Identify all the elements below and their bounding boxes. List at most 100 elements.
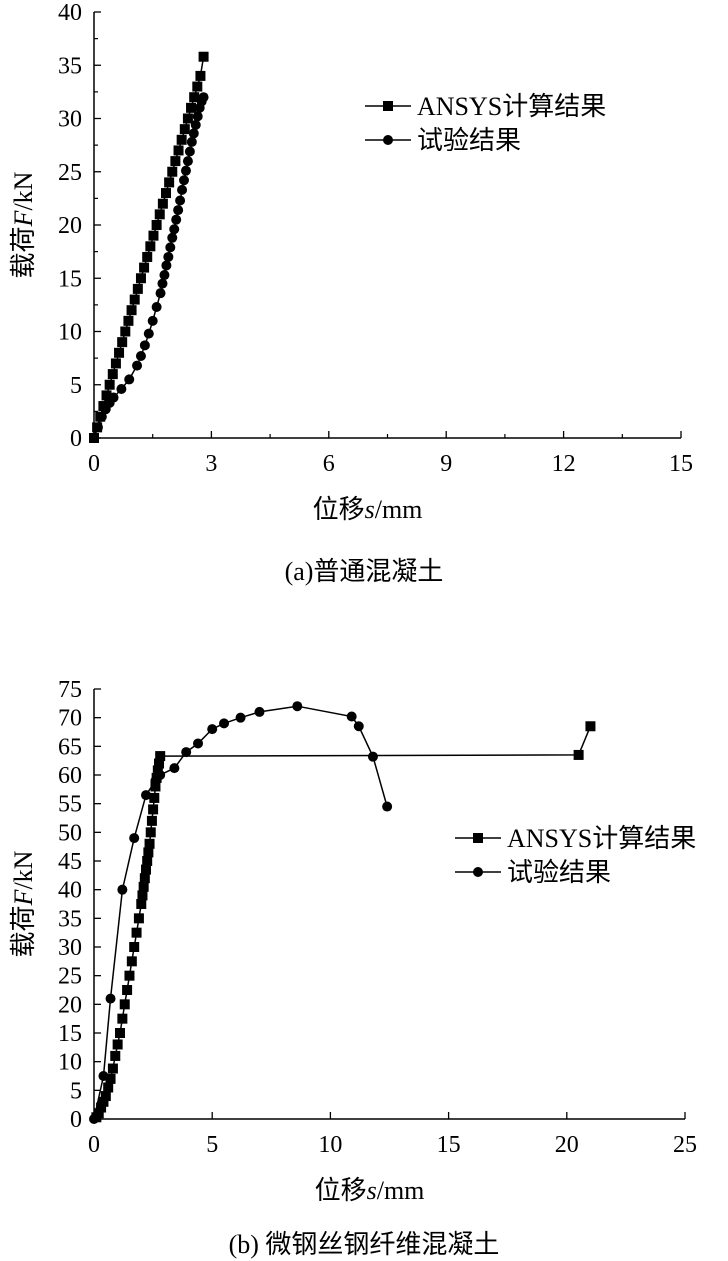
data-point-circle [141, 790, 152, 801]
y-axis-title-variable: F [9, 888, 38, 906]
data-point-circle [182, 156, 193, 167]
y-tick-label: 0 [70, 1107, 82, 1133]
x-tick-label: 10 [318, 1132, 342, 1158]
y-tick-label: 25 [58, 964, 82, 990]
data-point-square [145, 241, 156, 252]
y-axis-title: 载荷F/kN [9, 171, 38, 278]
data-point-square [114, 347, 125, 358]
data-point-square [101, 390, 112, 401]
data-point-square [107, 1063, 118, 1074]
data-point-square [96, 1102, 107, 1113]
data-point-circle [129, 833, 140, 844]
data-point-circle [175, 195, 186, 206]
y-tick-label: 20 [58, 992, 82, 1018]
data-point-square [110, 358, 121, 369]
data-point-square [179, 124, 190, 135]
data-point-circle [177, 184, 188, 195]
data-point-square [154, 758, 165, 769]
legend-marker-square [473, 833, 483, 843]
x-tick-label: 25 [673, 1132, 697, 1158]
data-point-circle [159, 270, 170, 281]
x-tick-label: 0 [88, 1132, 100, 1158]
y-tick-label: 50 [58, 820, 82, 846]
y-tick-label: 5 [70, 373, 82, 399]
panel-a-axes [93, 12, 681, 439]
data-point-square [117, 1013, 128, 1024]
data-point-square [148, 230, 159, 241]
data-point-square [123, 315, 134, 326]
data-point-circle [105, 993, 116, 1004]
x-axis-title: 位移s/mm [315, 1176, 425, 1205]
series-line-test [93, 705, 388, 1120]
data-point-circle [98, 1071, 109, 1081]
data-point-circle [188, 128, 199, 139]
x-axis-title-unit: /mm [375, 495, 423, 524]
data-point-circle [186, 136, 197, 147]
data-point-circle [181, 747, 192, 758]
data-point-square [141, 864, 152, 875]
y-tick-label: 45 [58, 849, 82, 875]
data-point-square [137, 890, 148, 901]
data-point-circle [235, 712, 246, 723]
panel-b-legend: ANSYS计算结果 试验结果 [455, 824, 696, 887]
data-point-square [152, 765, 163, 776]
data-point-circle [184, 146, 195, 157]
legend-marker-circle [473, 867, 483, 877]
data-point-square [148, 804, 159, 815]
data-point-square [192, 81, 203, 92]
data-point-square [110, 1050, 121, 1061]
y-axis-title-unit: /kN [9, 171, 38, 210]
data-point-circle [193, 738, 204, 749]
data-point-square [107, 369, 118, 380]
x-axis-title-prefix: 位移 [315, 1176, 367, 1205]
data-point-square [103, 1082, 114, 1093]
data-point-square [155, 751, 166, 762]
x-tick-label: 15 [669, 451, 693, 477]
data-point-square [142, 251, 153, 262]
data-point-square [142, 856, 153, 866]
y-tick-label: 15 [58, 266, 82, 292]
panel-a-series [89, 51, 209, 443]
data-point-circle [89, 1114, 99, 1124]
data-point-circle [169, 224, 180, 235]
data-point-square [124, 970, 135, 981]
data-point-square [112, 1039, 123, 1050]
data-point-square [149, 792, 160, 803]
data-point-square [120, 326, 131, 337]
data-point-square [189, 92, 200, 103]
panel-b: 0 5 10 15 20 25051015202530354045505560657075… [9, 677, 697, 1259]
data-point-circle [155, 288, 166, 299]
x-tick-label: 20 [555, 1132, 579, 1158]
data-point-circle [147, 315, 158, 326]
x-tick-label: 5 [206, 1132, 218, 1158]
data-point-square [133, 913, 144, 924]
y-tick-label: 10 [58, 1050, 82, 1076]
data-point-square [135, 273, 146, 284]
data-point-circle [157, 278, 168, 289]
data-point-circle [151, 302, 162, 313]
data-point-circle [143, 328, 154, 339]
data-point-square [93, 1108, 104, 1119]
x-axis-title-unit: /mm [377, 1176, 425, 1205]
data-point-square [105, 1073, 116, 1084]
data-point-square [132, 283, 143, 294]
data-point-square [170, 156, 181, 167]
legend-label-ansys: ANSYS计算结果 [417, 92, 606, 121]
data-point-square [117, 337, 128, 348]
panel-a-ticks: 0 3 6 9 12 15 0 5 10 15 20 25 30 35 40 [58, 0, 693, 477]
data-point-circle [173, 205, 184, 216]
data-point-circle [190, 119, 201, 130]
y-tick-label: 40 [58, 0, 82, 26]
data-point-circle [367, 751, 378, 762]
data-point-square [585, 721, 596, 732]
panel-caption: (a)普通混凝土 [285, 557, 444, 586]
data-point-circle [179, 175, 190, 186]
y-axis-title-variable: F [9, 209, 38, 227]
data-point-circle [207, 724, 218, 735]
data-point-square [145, 827, 156, 838]
y-axis-title-prefix: 载荷 [9, 226, 38, 278]
x-tick-label: 6 [323, 451, 335, 477]
legend-label-ansys: ANSYS计算结果 [507, 824, 696, 853]
